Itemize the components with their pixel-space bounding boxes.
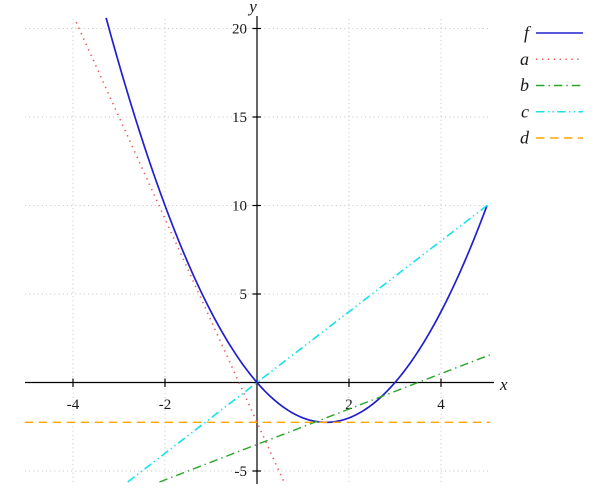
y-tick-label: 15: [232, 110, 247, 126]
y-axis-title: y: [247, 0, 257, 16]
y-tick-label: 20: [232, 22, 247, 38]
curve-f: [105, 17, 488, 424]
legend-label-f: f: [524, 23, 532, 43]
curve-a: [75, 22, 285, 483]
x-axis-title: x: [499, 375, 508, 394]
curve-b: [159, 354, 491, 483]
legend-label-b: b: [520, 75, 529, 95]
legend-label-c: c: [521, 101, 529, 121]
legend-label-d: d: [520, 128, 530, 148]
y-tick-label: 10: [232, 199, 247, 215]
x-tick-label: -2: [159, 397, 172, 413]
y-tick-label: -5: [235, 464, 248, 480]
curve-c: [127, 202, 491, 483]
legend-label-a: a: [520, 49, 529, 69]
x-tick-label: 4: [437, 397, 445, 413]
x-tick-label: 2: [345, 397, 353, 413]
x-tick-label: -4: [67, 397, 80, 413]
y-tick-label: 5: [240, 287, 248, 303]
